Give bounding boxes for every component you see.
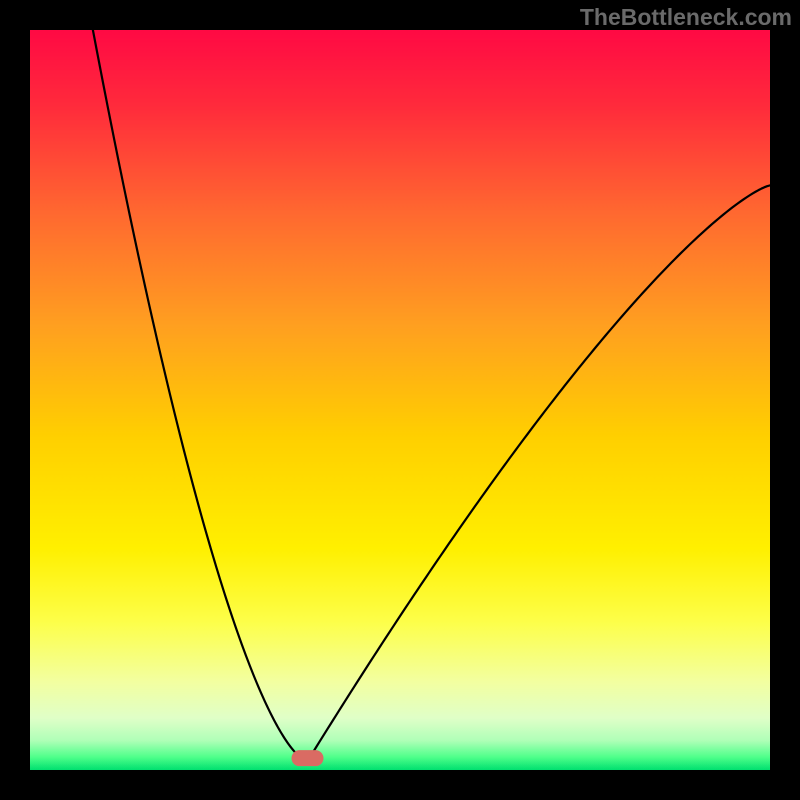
- plot-area: [30, 30, 770, 770]
- gradient-background: [30, 30, 770, 770]
- chart-root: TheBottleneck.com: [0, 0, 800, 800]
- watermark-text: TheBottleneck.com: [580, 4, 792, 31]
